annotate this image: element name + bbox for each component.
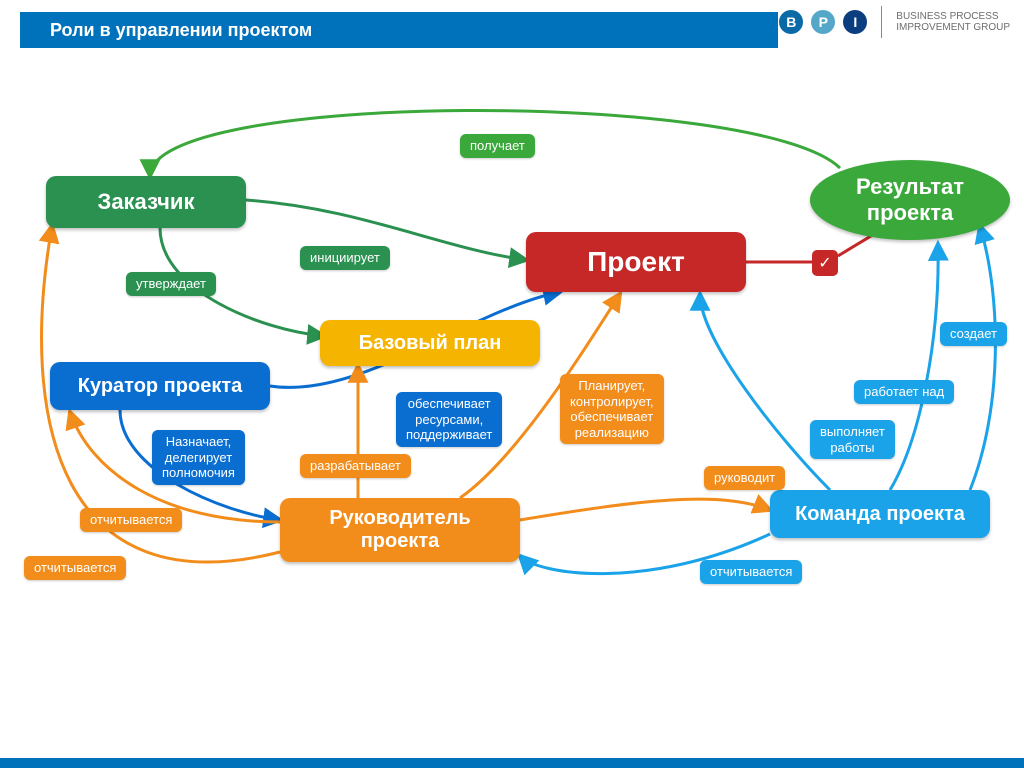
edge-label-provides: обеспечивает ресурсами, поддерживает — [396, 392, 502, 447]
node-baseplan: Базовый план — [320, 320, 540, 366]
edge-label-creates: создает — [940, 322, 1007, 346]
node-curator: Куратор проекта — [50, 362, 270, 410]
edge-14 — [890, 244, 938, 490]
edge-label-does: выполняет работы — [810, 420, 895, 459]
checkmark-icon: ✓ — [812, 250, 838, 276]
edge-label-receives: получает — [460, 134, 535, 158]
node-customer: Заказчик — [46, 176, 246, 228]
node-project: Проект — [526, 232, 746, 292]
edge-13 — [700, 294, 830, 490]
edge-15 — [970, 226, 995, 490]
edge-label-reports3: отчитывается — [700, 560, 802, 584]
node-result: Результат проекта — [810, 160, 1010, 240]
edge-label-develops: разрабатывает — [300, 454, 411, 478]
footer-bar — [0, 758, 1024, 768]
edge-label-assigns: Назначает, делегирует полномочия — [152, 430, 245, 485]
edge-label-reports2: отчитывается — [24, 556, 126, 580]
edge-label-approves: утверждает — [126, 272, 216, 296]
edge-11 — [520, 499, 770, 520]
edge-label-initiates: инициирует — [300, 246, 390, 270]
edge-label-reports1: отчитывается — [80, 508, 182, 532]
node-team: Команда проекта — [770, 490, 990, 538]
edge-label-workson: работает над — [854, 380, 954, 404]
node-manager: Руководитель проекта — [280, 498, 520, 562]
edge-label-plans: Планирует, контролирует, обеспечивает ре… — [560, 374, 664, 444]
edge-label-leads: руководит — [704, 466, 785, 490]
diagram-stage: Заказчик Результат проекта Проект Базовый п… — [0, 0, 1024, 768]
